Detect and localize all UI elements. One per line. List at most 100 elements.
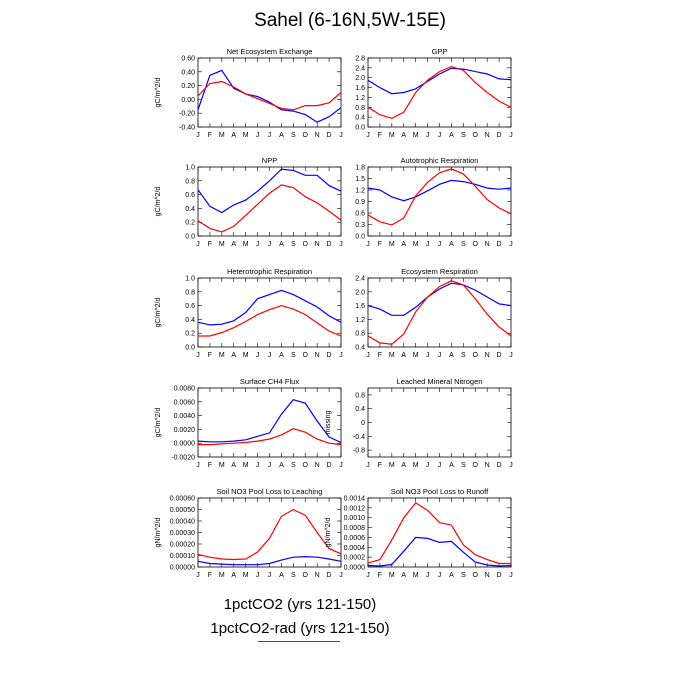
figure-title: Sahel (6-16N,5W-15E)	[254, 10, 446, 31]
x-tick-label: J	[256, 572, 260, 579]
x-tick-label: N	[485, 241, 490, 248]
y-tick-label: -0.4	[353, 434, 365, 441]
x-tick-label: A	[231, 352, 236, 359]
series-line-1pctco2	[367, 536, 512, 567]
x-tick-label: J	[426, 241, 430, 248]
x-tick-label: M	[389, 352, 395, 359]
x-tick-label: N	[485, 462, 490, 469]
chart-panel: Soil NO3 Pool Loss to Leaching 0.00000 0.0…	[155, 487, 343, 579]
x-tick-label: F	[208, 132, 212, 139]
series-line-1pctco2-rad	[367, 168, 512, 226]
y-tick-label: 0.4	[185, 317, 195, 324]
x-tick-label: J	[196, 572, 200, 579]
y-tick-label: 1.6	[355, 85, 365, 92]
chart-title: Soil NO3 Pool Loss to Runoff	[391, 487, 489, 496]
x-tick-label: M	[243, 462, 249, 469]
y-tick-label: 1.8	[355, 165, 365, 172]
y-tick-label: 1.2	[355, 188, 365, 195]
x-tick-label: F	[378, 572, 382, 579]
x-tick-label: J	[256, 132, 260, 139]
series-line-1pctco2	[367, 179, 512, 202]
x-tick-label: J	[339, 572, 343, 579]
y-tick-label: 2.0	[355, 75, 365, 82]
y-tick-label: 0.0	[355, 125, 365, 132]
x-tick-label: F	[378, 352, 382, 359]
y-tick-label: 0.4	[185, 206, 195, 213]
x-tick-label: M	[219, 572, 225, 579]
chart-frame	[197, 57, 342, 128]
y-tick-label: 0.9	[355, 199, 365, 206]
x-tick-label: S	[291, 462, 296, 469]
x-tick-label: A	[401, 132, 406, 139]
y-tick-label: 0.0008	[344, 525, 366, 532]
y-axis-label: gN/m^2/d	[325, 518, 332, 548]
x-tick-label: J	[196, 352, 200, 359]
series-line-1pctco2	[367, 282, 512, 316]
y-tick-label: 1.6	[355, 303, 365, 310]
x-tick-label: O	[303, 462, 309, 469]
x-tick-label: M	[389, 241, 395, 248]
chart-title: GPP	[432, 47, 448, 56]
y-tick-label: 1.0	[185, 276, 195, 283]
y-tick-label: 0.60	[181, 56, 195, 63]
y-tick-label: 0.0006	[344, 535, 366, 542]
x-tick-label: N	[315, 132, 320, 139]
y-axis-label: gN/m^2/d	[155, 518, 162, 548]
x-tick-label: J	[339, 352, 343, 359]
y-tick-label: 0.6	[185, 192, 195, 199]
x-tick-label: J	[426, 132, 430, 139]
x-tick-label: J	[366, 132, 370, 139]
x-tick-label: J	[366, 352, 370, 359]
y-tick-label: 0.40	[181, 69, 195, 76]
y-axis-label: missing	[325, 411, 332, 435]
y-tick-label: 0.20	[181, 83, 195, 90]
x-tick-label: M	[413, 132, 419, 139]
y-tick-label: 1.2	[355, 95, 365, 102]
y-tick-label: 0.0012	[344, 505, 366, 512]
x-tick-label: S	[291, 352, 296, 359]
y-tick-label: 0.0004	[344, 545, 366, 552]
x-tick-label: S	[291, 132, 296, 139]
x-tick-label: A	[449, 352, 454, 359]
x-tick-label: J	[196, 462, 200, 469]
x-tick-label: A	[279, 132, 284, 139]
y-tick-label: 0.4	[355, 406, 365, 413]
y-tick-label: 1.5	[355, 176, 365, 183]
y-tick-label: 0.8	[185, 178, 195, 185]
y-tick-label: 2.4	[355, 276, 365, 283]
y-tick-label: 0.0	[185, 234, 195, 241]
x-tick-label: M	[413, 462, 419, 469]
x-tick-label: A	[401, 241, 406, 248]
y-tick-label: 0.6	[185, 303, 195, 310]
x-tick-label: A	[449, 132, 454, 139]
y-tick-label: 0.0	[355, 234, 365, 241]
x-tick-label: O	[473, 462, 479, 469]
x-tick-label: O	[303, 572, 309, 579]
x-tick-label: J	[509, 462, 513, 469]
chart-title: Leached Mineral Nitrogen	[397, 377, 483, 386]
x-tick-label: M	[219, 241, 225, 248]
x-tick-label: N	[485, 132, 490, 139]
chart-panel: Surface CH4 Flux -0.0020 0.0000 0.0020 0.004…	[155, 377, 343, 469]
x-tick-label: A	[231, 241, 236, 248]
y-tick-label: 0.0020	[174, 427, 196, 434]
y-tick-label: 0.00030	[170, 530, 195, 537]
x-tick-label: M	[413, 572, 419, 579]
x-tick-label: J	[256, 352, 260, 359]
y-tick-label: 0.0000	[174, 441, 196, 448]
legend-label-1pctco2: 1pctCO2 (yrs 121-150)	[223, 596, 377, 613]
x-tick-label: A	[279, 572, 284, 579]
series-line-1pctco2-rad	[367, 502, 511, 565]
x-tick-label: J	[339, 241, 343, 248]
series-line-1pctco2	[367, 67, 512, 95]
chart-title: Net Ecosystem Exchange	[227, 47, 313, 56]
y-tick-label: 0.00040	[170, 519, 195, 526]
y-axis-label: gC/m^2/d	[155, 298, 162, 328]
x-tick-label: A	[279, 352, 284, 359]
x-tick-label: M	[389, 572, 395, 579]
x-tick-label: M	[219, 132, 225, 139]
x-tick-label: N	[485, 572, 490, 579]
y-tick-label: 0.8	[185, 289, 195, 296]
x-tick-label: O	[303, 352, 309, 359]
